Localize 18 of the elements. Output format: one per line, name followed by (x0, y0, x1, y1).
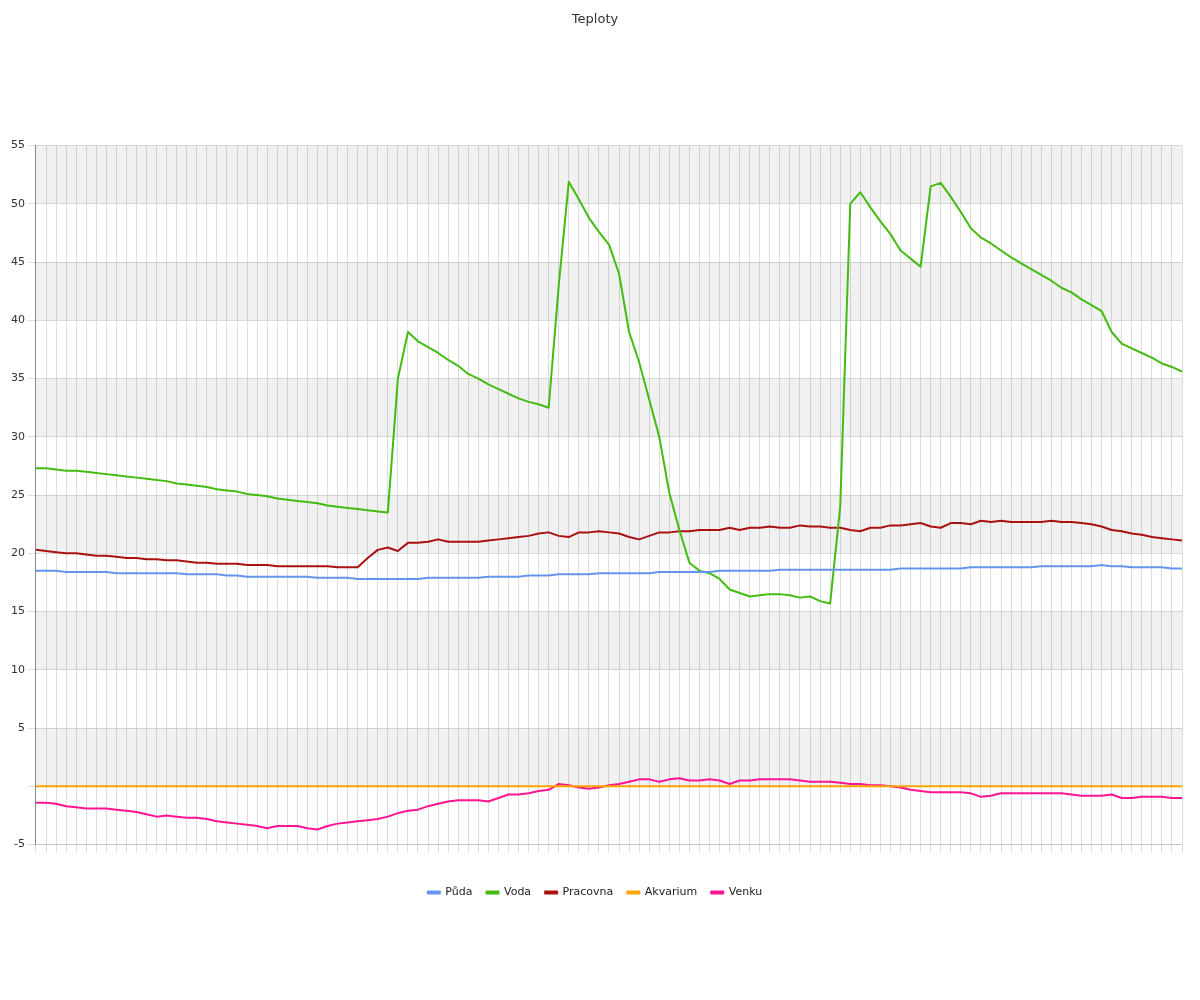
legend-label: Voda (503, 885, 532, 899)
y-tick-label: 30 (11, 429, 25, 443)
y-tick-label: 25 (11, 487, 25, 501)
y-tick-label: 45 (11, 254, 25, 268)
y-tick-label: 20 (11, 546, 25, 560)
legend-label: Venku (728, 885, 763, 899)
y-tick-label: -5 (14, 837, 25, 851)
y-tick-label: 15 (11, 604, 25, 618)
y-tick-label: 10 (11, 662, 25, 676)
y-tick-label: 40 (11, 313, 25, 327)
legend-label: Akvarium (644, 885, 698, 899)
y-tick-label: 55 (11, 138, 25, 152)
chart-title: Teploty (570, 11, 619, 27)
y-tick-label: 5 (18, 720, 25, 734)
y-tick-label: 50 (11, 196, 25, 210)
legend-label: Půda (445, 885, 473, 899)
legend-label: Pracovna (562, 885, 614, 899)
y-tick-label: 35 (11, 371, 25, 385)
